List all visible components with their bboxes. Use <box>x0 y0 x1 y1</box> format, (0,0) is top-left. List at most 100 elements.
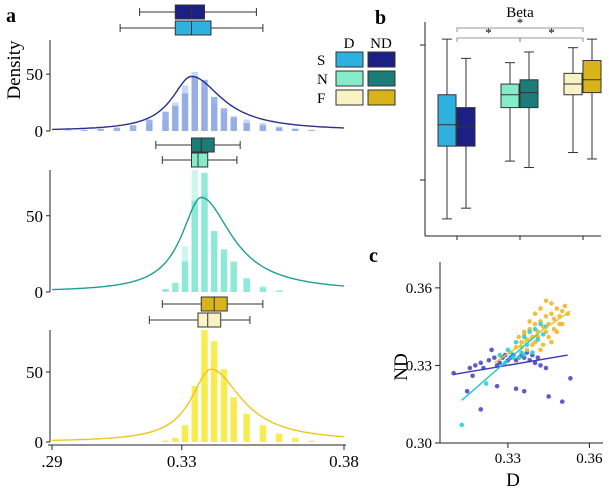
a-hist-bar <box>191 386 198 442</box>
a-hist-bar <box>211 341 218 442</box>
c-point-N <box>521 352 527 358</box>
c-point-S <box>478 407 484 412</box>
a-y-tick-label: 50 <box>26 363 43 382</box>
histogram-S: 0 50 <box>26 4 344 141</box>
c-point-F <box>532 321 538 327</box>
a-hist-bar <box>259 125 267 131</box>
c-point-S <box>538 363 543 368</box>
a-y-tick-label: 0 <box>35 122 44 141</box>
panel-a-histograms: 0 50 0 50 0 50 Density .29 0.33 0.38 <box>4 4 359 471</box>
c-point-S <box>492 355 497 360</box>
c-point-N <box>532 326 538 332</box>
legend-swatch-N-ND <box>367 70 396 87</box>
c-point-S <box>464 388 470 394</box>
c-point-N <box>521 334 527 340</box>
c-fit-line-N <box>461 328 544 401</box>
a-x-axis: .29 0.33 0.38 <box>41 444 359 471</box>
c-point-N <box>530 350 535 355</box>
c-xlabel: D <box>506 470 520 491</box>
c-point-F <box>516 334 522 340</box>
legend-header-D: D <box>344 36 355 52</box>
c-point-F <box>549 301 554 306</box>
c-plot-area: 0.30 0.33 0.36 0.33 0.36 <box>406 262 603 467</box>
c-point-N <box>535 337 541 342</box>
c-point-S <box>489 347 494 353</box>
a-hist-bar <box>243 278 250 292</box>
a-box-ND-box <box>191 137 215 153</box>
a-box-ND-box <box>174 4 205 20</box>
c-point-N <box>505 347 511 353</box>
a-box-D-box <box>174 20 212 36</box>
a-hist-bar <box>172 437 179 442</box>
c-x-tick-label: 0.36 <box>576 451 603 467</box>
a-hist-bar <box>181 425 189 442</box>
a-hist-bar <box>191 200 198 292</box>
c-point-N <box>540 332 546 337</box>
c-y-tick-label: 0.33 <box>406 358 432 374</box>
panel-b-boxplot: Beta * * * D ND SNF <box>317 5 602 240</box>
a-hist-bar <box>243 414 250 442</box>
c-point-F <box>524 347 530 353</box>
a-hist-bar <box>162 111 169 131</box>
a-y-tick-label: 50 <box>26 207 43 226</box>
legend-swatch-S-ND <box>367 51 396 68</box>
c-point-F <box>551 316 557 322</box>
a-y-tick-label: 50 <box>26 65 43 84</box>
a-hist-bar <box>308 129 315 131</box>
legend-label-N: N <box>317 72 328 88</box>
c-point-S <box>467 365 473 371</box>
c-point-F <box>543 298 549 304</box>
panel-label-b: b <box>375 7 386 29</box>
a-y-tick-label: 0 <box>35 283 44 302</box>
c-point-F <box>543 314 549 319</box>
a-hist-bar <box>81 129 88 131</box>
a-y-tick-label: 0 <box>35 433 44 452</box>
a-hist-bar <box>162 440 169 442</box>
a-density-curve <box>51 368 345 442</box>
c-point-N <box>516 355 522 360</box>
c-point-F <box>532 311 538 317</box>
legend-header-ND: ND <box>370 36 392 52</box>
c-point-N <box>459 422 465 428</box>
a-density-curve <box>52 75 344 131</box>
c-y-tick-label: 0.30 <box>406 436 432 452</box>
histogram-F: 0 50 <box>26 296 345 452</box>
c-point-F <box>527 319 532 324</box>
c-point-S <box>559 399 565 404</box>
c-fit-line-S <box>453 354 568 376</box>
c-point-F <box>521 329 527 335</box>
a-hist-bar <box>201 173 208 292</box>
c-point-N <box>497 352 503 358</box>
c-point-S <box>478 360 484 366</box>
a-hist-bar <box>308 440 315 442</box>
a-hist-bar <box>201 79 208 131</box>
b-sig-star: * <box>485 25 492 40</box>
c-point-F <box>549 311 554 317</box>
a-hist-bar <box>201 330 208 442</box>
a-hist-bar <box>220 249 228 292</box>
a-hist-bar <box>230 117 237 131</box>
a-hist-bar <box>220 369 228 442</box>
c-point-S <box>568 376 573 381</box>
c-ylabel: ND <box>391 353 412 380</box>
panel-label-a: a <box>6 5 16 27</box>
b-sig-bracket <box>456 27 584 32</box>
c-point-S <box>486 357 492 363</box>
c-point-N <box>483 381 489 386</box>
panel-label-c: c <box>369 245 378 267</box>
a-hist-bar <box>172 105 179 131</box>
a-hist-bar <box>275 433 283 442</box>
a-hist-bar <box>211 231 218 292</box>
c-point-S <box>535 355 541 360</box>
a-hist-bar <box>275 290 283 292</box>
a-hist-bar <box>146 119 153 131</box>
c-point-S <box>521 388 527 394</box>
a-hist-bar <box>275 127 283 131</box>
b-sig-star: * <box>548 25 555 40</box>
b-sig-bracket <box>519 37 584 42</box>
panel-c-scatter: 0.30 0.33 0.36 0.33 0.36 D ND <box>391 262 603 491</box>
b-legend: D ND SNF <box>317 36 396 107</box>
c-point-F <box>540 342 546 348</box>
c-point-F <box>554 306 560 311</box>
